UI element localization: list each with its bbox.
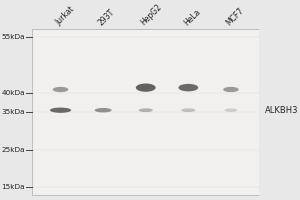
- Text: HeLa: HeLa: [182, 7, 202, 27]
- Ellipse shape: [136, 83, 156, 92]
- Ellipse shape: [94, 108, 112, 112]
- FancyBboxPatch shape: [32, 29, 259, 195]
- Ellipse shape: [53, 87, 68, 92]
- Text: 25kDa: 25kDa: [2, 147, 25, 153]
- Text: Jurkat: Jurkat: [54, 5, 76, 27]
- Text: HepG2: HepG2: [140, 3, 164, 27]
- Text: 40kDa: 40kDa: [2, 90, 25, 96]
- Ellipse shape: [181, 108, 195, 112]
- Ellipse shape: [50, 108, 71, 113]
- Text: 35kDa: 35kDa: [2, 109, 25, 115]
- Ellipse shape: [224, 109, 237, 112]
- Text: 293T: 293T: [97, 8, 117, 27]
- Ellipse shape: [139, 108, 153, 112]
- Text: MCF7: MCF7: [224, 6, 246, 27]
- Text: 55kDa: 55kDa: [2, 34, 25, 40]
- Ellipse shape: [223, 87, 239, 92]
- Text: ALKBH3: ALKBH3: [265, 106, 298, 115]
- Text: 15kDa: 15kDa: [2, 184, 25, 190]
- Ellipse shape: [178, 84, 198, 91]
